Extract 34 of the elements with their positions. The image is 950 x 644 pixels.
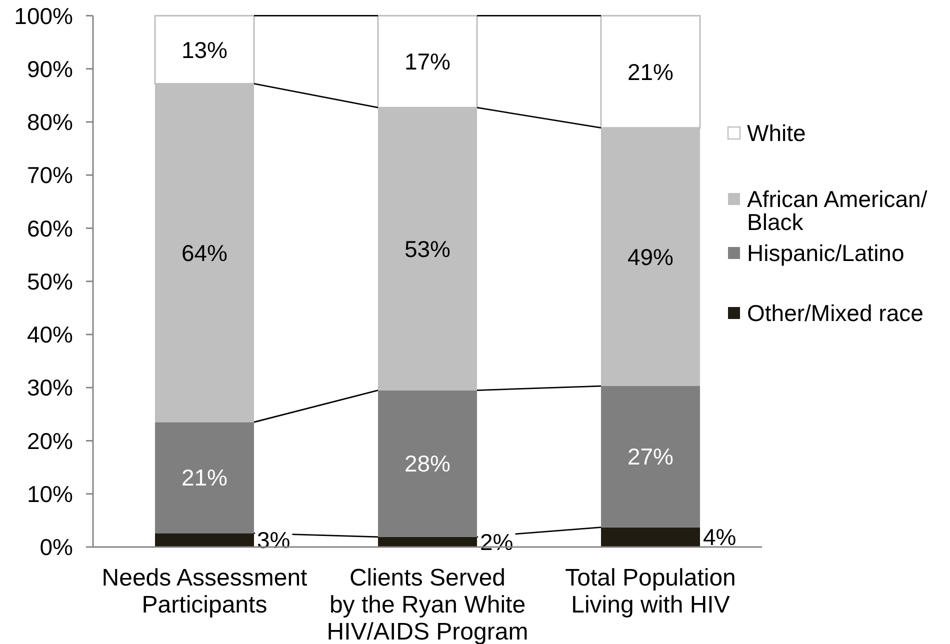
y-tick-label: 100% [14,2,73,29]
y-tick-label: 40% [26,322,73,348]
y-tick-label: 70% [26,162,73,188]
y-tick-label: 50% [26,268,73,294]
x-tick-label: Needs Assessment Participants [102,564,308,618]
legend-label: African American/Black [747,186,928,236]
y-tick-label: 20% [26,428,73,454]
x-tick-label: Clients Served by the Ryan White HIV/AIDS Program [326,564,528,644]
y-tick-label: 30% [26,374,73,401]
legend-label: White [747,120,806,146]
data-label: 64% [181,240,228,266]
bar [378,536,478,547]
data-label: 17% [404,48,451,75]
bar [154,533,254,547]
legend-label: Hispanic/Latino [747,240,904,266]
data-label: 53% [404,236,451,262]
x-tick-label: Total Population Living with HIV [565,564,736,618]
y-tick-label: 80% [26,109,73,136]
data-label: 27% [627,444,674,470]
y-tick-label: 10% [26,480,73,507]
data-label: 49% [627,244,674,270]
data-label: 4% [703,524,736,550]
data-label: 2% [480,529,514,556]
bar [600,386,700,528]
bar [378,390,478,537]
y-tick-label: 0% [40,534,73,560]
y-tick-label: 60% [26,215,73,242]
y-tick-label: 90% [26,56,73,82]
bar [154,422,254,534]
data-label: 13% [181,36,228,63]
data-label: 21% [181,464,228,491]
data-label: 21% [627,58,674,85]
legend-label: Other/Mixed race [747,300,924,326]
data-label: 28% [404,450,451,477]
